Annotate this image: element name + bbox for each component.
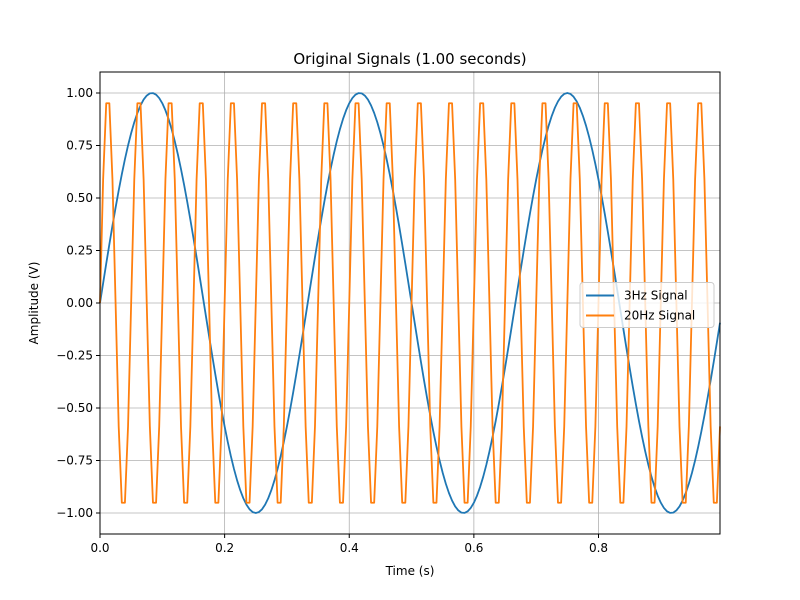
y-tick-label: 0.00	[66, 296, 93, 310]
y-tick-label: 0.50	[66, 191, 93, 205]
y-tick-label: 1.00	[66, 86, 93, 100]
chart-title: Original Signals (1.00 seconds)	[293, 50, 526, 68]
x-tick-label: 0.6	[464, 541, 483, 555]
legend-label: 20Hz Signal	[624, 309, 695, 323]
series-line-20hz	[99, 102, 721, 504]
x-axis-label: Time (s)	[385, 564, 435, 578]
x-tick-label: 0.2	[215, 541, 234, 555]
x-tick-label: 0.0	[90, 541, 109, 555]
y-axis-label: Amplitude (V)	[27, 262, 41, 345]
y-tick-label: 0.25	[66, 244, 93, 258]
x-tick-label: 0.4	[340, 541, 359, 555]
y-tick-label: −0.25	[56, 349, 93, 363]
legend: 3Hz Signal 20Hz Signal	[579, 282, 715, 328]
legend-label: 3Hz Signal	[624, 289, 688, 303]
y-tick-label: −0.50	[56, 401, 93, 415]
x-tick-label: 0.8	[589, 541, 608, 555]
y-tick-label: 0.75	[66, 139, 93, 153]
y-axis: −1.00 −0.75 −0.50 −0.25 0.00 0.25 0.50 0.75 1.00	[56, 86, 100, 520]
y-tick-label: −0.75	[56, 454, 93, 468]
y-tick-label: −1.00	[56, 506, 93, 520]
x-axis: 0.0 0.2 0.4 0.6 0.8	[90, 534, 608, 555]
